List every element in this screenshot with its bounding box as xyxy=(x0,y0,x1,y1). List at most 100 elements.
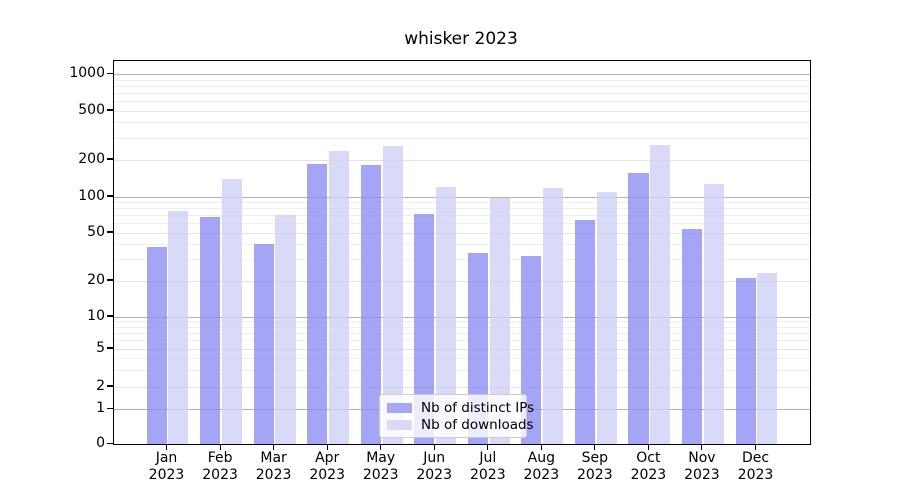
x-tick-year: 2023 xyxy=(576,467,613,483)
x-tick-mark xyxy=(754,444,757,450)
x-tick-year: 2023 xyxy=(148,467,185,483)
x-tick-label: Sep 2023 xyxy=(565,450,625,484)
bar-distinct-ips xyxy=(628,173,649,444)
grid-sub-line xyxy=(114,110,810,112)
y-tick-mark xyxy=(107,195,113,197)
x-tick-month: Jun xyxy=(423,450,446,466)
bar-downloads xyxy=(596,192,617,444)
grid-sub-line xyxy=(114,232,810,234)
x-tick-year: 2023 xyxy=(309,467,345,483)
x-tick-year: 2023 xyxy=(362,467,399,483)
y-tick-label: 20 xyxy=(87,271,105,288)
x-tick-label: Dec 2023 xyxy=(726,450,786,484)
bar-distinct-ips xyxy=(200,216,221,444)
y-tick-label: 10 xyxy=(87,307,105,324)
x-tick-mark xyxy=(380,444,382,450)
grid-minor-line xyxy=(114,326,810,328)
grid-minor-line xyxy=(114,100,810,102)
y-tick-label: 500 xyxy=(78,101,105,118)
bars-layer xyxy=(114,61,810,444)
y-tick-mark xyxy=(107,109,113,111)
x-tick-mark xyxy=(219,444,221,450)
gridlines-layer xyxy=(114,61,810,444)
bar-distinct-ips xyxy=(307,163,328,444)
y-tick-label: 0 xyxy=(96,435,105,451)
x-tick-label: May 2023 xyxy=(351,450,411,484)
plot-area: Nb of distinct IPs Nb of downloads xyxy=(113,60,811,445)
grid-major-line xyxy=(114,316,810,318)
x-tick-label: Nov 2023 xyxy=(672,450,732,484)
legend-row-distinct-ips: Nb of distinct IPs xyxy=(387,400,534,416)
y-tick-label: 100 xyxy=(78,187,105,204)
x-tick-label: Aug 2023 xyxy=(511,450,571,484)
y-tick-mark xyxy=(107,231,113,233)
x-tick-year: 2023 xyxy=(630,467,667,483)
x-tick-mark xyxy=(433,444,435,450)
bar-downloads xyxy=(168,211,189,444)
grid-minor-line xyxy=(114,122,810,124)
x-tick-mark xyxy=(594,444,596,450)
bar-downloads xyxy=(436,186,457,444)
grid-minor-line xyxy=(114,369,810,371)
x-tick-year: 2023 xyxy=(684,467,720,483)
bar-distinct-ips xyxy=(253,244,274,444)
x-tick-year: 2023 xyxy=(416,467,452,483)
legend-row-downloads: Nb of downloads xyxy=(387,417,534,433)
x-tick-label: Jul 2023 xyxy=(458,450,518,484)
grid-minor-line xyxy=(114,223,810,224)
y-tick-mark xyxy=(107,442,113,445)
legend-swatch-distinct-ips-icon xyxy=(387,402,412,414)
x-tick-mark xyxy=(540,444,542,450)
bar-downloads xyxy=(275,215,296,444)
bar-downloads xyxy=(382,145,403,444)
x-tick-label: Oct 2023 xyxy=(618,450,678,484)
grid-major-line xyxy=(114,74,810,75)
x-tick-year: 2023 xyxy=(255,467,292,483)
legend-label-distinct-ips: Nb of distinct IPs xyxy=(421,400,535,416)
x-tick-label: Mar 2023 xyxy=(244,450,304,484)
x-tick-label: Apr 2023 xyxy=(297,450,357,484)
y-tick-mark xyxy=(107,347,113,349)
y-tick-label: 1 xyxy=(96,399,105,416)
grid-minor-line xyxy=(114,202,810,203)
grid-minor-line xyxy=(114,333,810,334)
bar-downloads xyxy=(329,150,350,444)
bar-distinct-ips xyxy=(360,165,381,444)
x-tick-label: Jan 2023 xyxy=(137,450,197,484)
grid-sub-line xyxy=(114,280,810,282)
x-tick-month: Apr xyxy=(315,450,340,466)
x-tick-mark xyxy=(273,444,275,450)
x-tick-month: Oct xyxy=(636,450,661,466)
x-tick-month: May xyxy=(366,450,396,466)
x-tick-month: Mar xyxy=(260,450,287,466)
x-tick-mark xyxy=(487,444,489,450)
y-tick-mark xyxy=(107,315,113,317)
x-tick-month: Nov xyxy=(688,450,716,466)
bar-downloads xyxy=(703,183,724,444)
legend-label-downloads: Nb of downloads xyxy=(421,417,534,433)
x-tick-year: 2023 xyxy=(469,467,506,483)
grid-minor-line xyxy=(114,85,810,87)
bar-downloads xyxy=(221,178,243,444)
x-tick-mark xyxy=(701,444,703,450)
y-tick-mark xyxy=(107,279,113,281)
bar-downloads xyxy=(650,144,671,444)
bar-downloads xyxy=(543,187,564,444)
grid-minor-line xyxy=(114,208,810,210)
grid-sub-line xyxy=(114,159,810,161)
grid-sub-line xyxy=(114,348,810,350)
x-tick-year: 2023 xyxy=(202,467,238,483)
legend-swatch-downloads-icon xyxy=(387,419,412,431)
y-tick-label: 1000 xyxy=(69,65,105,81)
bar-distinct-ips xyxy=(146,246,167,444)
y-tick-mark xyxy=(107,72,113,75)
x-tick-mark xyxy=(165,444,168,450)
x-tick-mark xyxy=(326,444,328,450)
grid-minor-line xyxy=(114,137,810,139)
x-tick-month: Aug xyxy=(527,450,555,466)
bar-downloads xyxy=(757,273,778,444)
chart-title: whisker 2023 xyxy=(404,29,518,49)
grid-minor-line xyxy=(114,215,810,216)
y-tick-label: 50 xyxy=(87,223,105,240)
bar-distinct-ips xyxy=(735,277,756,444)
